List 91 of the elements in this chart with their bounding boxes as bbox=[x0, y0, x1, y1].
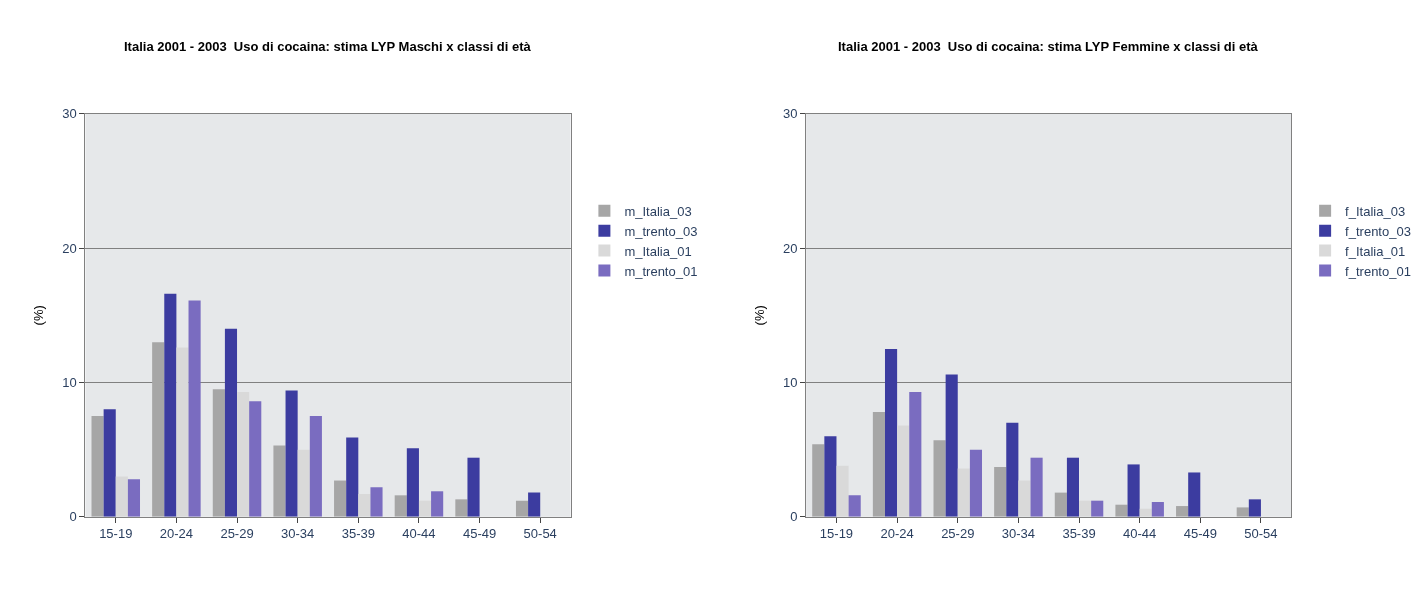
x-tick-label: 25-29 bbox=[941, 526, 975, 542]
legend-label: m_trento_01 bbox=[624, 263, 698, 279]
x-tick-label: 25-29 bbox=[220, 526, 254, 542]
bar bbox=[1176, 506, 1189, 517]
y-tick-label: 10 bbox=[62, 375, 77, 391]
bar bbox=[994, 467, 1007, 517]
x-tick-label: 40-44 bbox=[402, 526, 436, 542]
bar bbox=[418, 500, 432, 517]
chart-title: Italia 2001 - 2003 Uso di cocaina: stima LYP Maschi x classi di età bbox=[124, 39, 532, 54]
bar bbox=[309, 416, 322, 517]
bar bbox=[297, 449, 310, 517]
bar bbox=[370, 487, 383, 517]
bar bbox=[848, 495, 861, 517]
y-tick-label: 0 bbox=[790, 509, 798, 525]
bar bbox=[1188, 472, 1201, 517]
x-tick-label: 35-39 bbox=[341, 526, 375, 542]
legend-label: m_trento_03 bbox=[624, 223, 698, 239]
legend-label: f_trento_01 bbox=[1345, 263, 1411, 279]
bar bbox=[285, 390, 298, 517]
bar bbox=[212, 389, 225, 517]
bar bbox=[224, 328, 238, 517]
bar bbox=[812, 444, 825, 517]
bar bbox=[1127, 464, 1140, 517]
bar bbox=[431, 491, 444, 517]
y-tick-label: 10 bbox=[783, 375, 798, 391]
x-tick-label: 15-19 bbox=[99, 526, 133, 542]
x-tick-label: 20-24 bbox=[159, 526, 194, 542]
y-tick-label: 20 bbox=[783, 240, 798, 256]
bar bbox=[115, 476, 128, 517]
bar bbox=[1248, 499, 1261, 517]
bar bbox=[1006, 422, 1019, 517]
bar bbox=[1091, 500, 1104, 517]
bar bbox=[91, 416, 104, 517]
bar bbox=[394, 495, 407, 517]
y-tick-label: 30 bbox=[62, 106, 77, 122]
bar bbox=[334, 480, 347, 517]
y-tick-label: 20 bbox=[62, 240, 77, 256]
bar bbox=[515, 500, 529, 517]
x-tick-label: 40-44 bbox=[1123, 526, 1157, 542]
legend-label: f_Italia_03 bbox=[1345, 203, 1406, 219]
bar bbox=[1151, 502, 1164, 517]
y-tick-label: 30 bbox=[783, 106, 798, 122]
legend-label: f_Italia_01 bbox=[1345, 243, 1406, 259]
bar bbox=[872, 412, 885, 517]
bar bbox=[273, 445, 286, 517]
bar bbox=[897, 425, 910, 517]
bar bbox=[528, 492, 541, 517]
bar bbox=[455, 499, 468, 517]
bar bbox=[358, 493, 371, 517]
x-tick-label: 30-34 bbox=[1001, 526, 1036, 542]
legend-label: m_Italia_01 bbox=[624, 243, 692, 259]
y-axis-title: (%) bbox=[752, 305, 768, 326]
bar bbox=[406, 448, 419, 517]
bar bbox=[884, 348, 898, 517]
bar bbox=[836, 465, 849, 517]
bar bbox=[957, 468, 970, 517]
x-tick-label: 45-49 bbox=[1183, 526, 1217, 542]
bar bbox=[933, 440, 946, 517]
bar bbox=[1066, 457, 1080, 517]
x-tick-label: 35-39 bbox=[1062, 526, 1096, 542]
bar bbox=[249, 401, 262, 517]
bar bbox=[103, 409, 116, 517]
y-tick-label: 0 bbox=[69, 509, 77, 525]
bar bbox=[176, 347, 189, 517]
bar bbox=[1079, 500, 1092, 517]
chart-title: Italia 2001 - 2003 Uso di cocaina: stima LYP Femmine x classi di età bbox=[838, 39, 1259, 54]
x-tick-label: 15-19 bbox=[819, 526, 854, 542]
bar bbox=[164, 293, 177, 517]
bar bbox=[237, 391, 250, 517]
bar bbox=[909, 391, 922, 517]
y-axis-title: (%) bbox=[31, 305, 47, 326]
x-tick-label: 20-24 bbox=[880, 526, 914, 542]
bar bbox=[1115, 504, 1128, 517]
bar bbox=[346, 437, 359, 517]
x-tick-label: 50-54 bbox=[523, 526, 557, 542]
x-tick-label: 30-34 bbox=[281, 526, 315, 542]
bar bbox=[1030, 457, 1043, 517]
bar bbox=[127, 479, 141, 517]
bar bbox=[1236, 507, 1249, 517]
bar bbox=[1054, 492, 1067, 517]
legend-label: m_Italia_03 bbox=[624, 203, 692, 219]
bar bbox=[188, 300, 201, 517]
x-tick-label: 45-49 bbox=[462, 526, 497, 542]
bar bbox=[824, 436, 837, 517]
bar bbox=[945, 374, 958, 517]
x-tick-label: 50-54 bbox=[1244, 526, 1278, 542]
bar bbox=[969, 449, 983, 517]
bar bbox=[152, 342, 165, 517]
bar bbox=[1018, 480, 1031, 517]
legend-label: f_trento_03 bbox=[1345, 223, 1411, 239]
bar bbox=[467, 457, 480, 517]
